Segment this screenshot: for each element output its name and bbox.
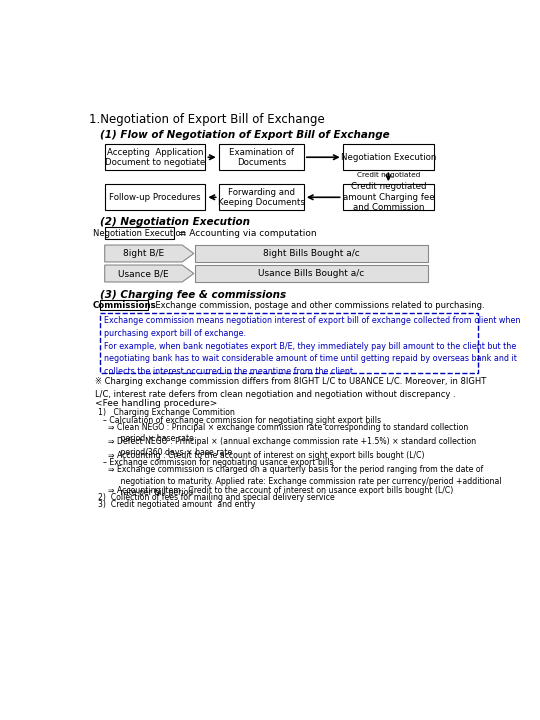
Text: (3) Charging fee & commissions: (3) Charging fee & commissions [100,289,286,300]
Bar [105,184,205,210]
Text: 1.Negotiation of Export Bill of Exchange: 1.Negotiation of Export Bill of Exchange [89,112,325,125]
Text: Forwarding and
Keeping Documents: Forwarding and Keeping Documents [218,188,305,207]
Text: – Calculation of exchange commission for negotiating sight export bills: – Calculation of exchange commission for… [98,415,382,425]
Bar [342,184,434,210]
Text: ⇒ Clean NEGO : Principal × exchange commission rate corresponding to standard co: ⇒ Clean NEGO : Principal × exchange comm… [98,423,469,444]
Text: (1) Flow of Negotiation of Export Bill of Exchange: (1) Flow of Negotiation of Export Bill o… [100,130,390,140]
Text: Negotiation Execution: Negotiation Execution [341,153,436,162]
Bar [219,184,304,210]
Text: 8ight B/E: 8ight B/E [123,249,164,258]
Text: – Exchange commission for negotiating usance export bills: – Exchange commission for negotiating us… [98,458,334,467]
Text: Commissions: Commissions [92,300,156,310]
Text: Credit negotiated: Credit negotiated [356,172,420,178]
Text: <Fee handling procedure>: <Fee handling procedure> [96,399,218,408]
Text: 8ight Bills Bought a/c: 8ight Bills Bought a/c [264,249,360,258]
Text: Credit negotiated
amount Charging fee
and Commission: Credit negotiated amount Charging fee an… [342,182,434,212]
Text: Exchange commission means negotiation interest of export bill of exchange collec: Exchange commission means negotiation in… [104,316,521,377]
Bar [100,300,148,310]
Text: Negotiation Execution: Negotiation Execution [93,228,186,238]
Text: = Accounting via computation: = Accounting via computation [176,228,316,238]
Text: ⇒ Accounting : Credit to the account of interest on sight export bills bought (L: ⇒ Accounting : Credit to the account of … [98,451,425,459]
Text: Follow-up Procedures: Follow-up Procedures [109,193,201,202]
Bar [195,265,428,282]
Polygon shape [105,265,194,282]
Text: ⇒ Defect NEGO : Principal × (annual exchange commission rate +1.5%) × standard c: ⇒ Defect NEGO : Principal × (annual exch… [98,437,477,457]
Bar [219,144,304,171]
Text: Accepting  Application
Document to negotiate: Accepting Application Document to negoti… [105,148,205,167]
Text: ※ Charging exchange commission differs from 8IGHT L/C to U8ANCE L/C. Moreover, i: ※ Charging exchange commission differs f… [96,377,487,399]
Text: Usance Bills Bought a/c: Usance Bills Bought a/c [259,269,364,278]
Polygon shape [105,245,194,262]
Bar [105,144,205,171]
Bar [100,312,478,373]
Text: Usance B/E: Usance B/E [118,269,169,278]
Text: 3)  Credit negotiated amount  and entry: 3) Credit negotiated amount and entry [98,500,256,509]
Text: Examination of
Documents: Examination of Documents [229,148,294,167]
Bar [195,245,428,262]
Text: ⇒ Accounting Item : Credit to the account of interest on usance export bills bou: ⇒ Accounting Item : Credit to the accoun… [98,486,454,495]
Text: ⇒ Exchange commission is charged on a quarterly basis for the period ranging fro: ⇒ Exchange commission is charged on a qu… [98,465,502,497]
Text: : Exchange commission, postage and other commissions related to purchasing.: : Exchange commission, postage and other… [151,300,485,310]
Bar [105,228,174,239]
Text: 1)   Charging Exchange Commition: 1) Charging Exchange Commition [98,408,235,418]
Text: (2) Negotiation Execution: (2) Negotiation Execution [100,217,250,227]
Text: 2)  Collection of fees for mailing and special delivery service: 2) Collection of fees for mailing and sp… [98,493,335,502]
Bar [342,144,434,171]
